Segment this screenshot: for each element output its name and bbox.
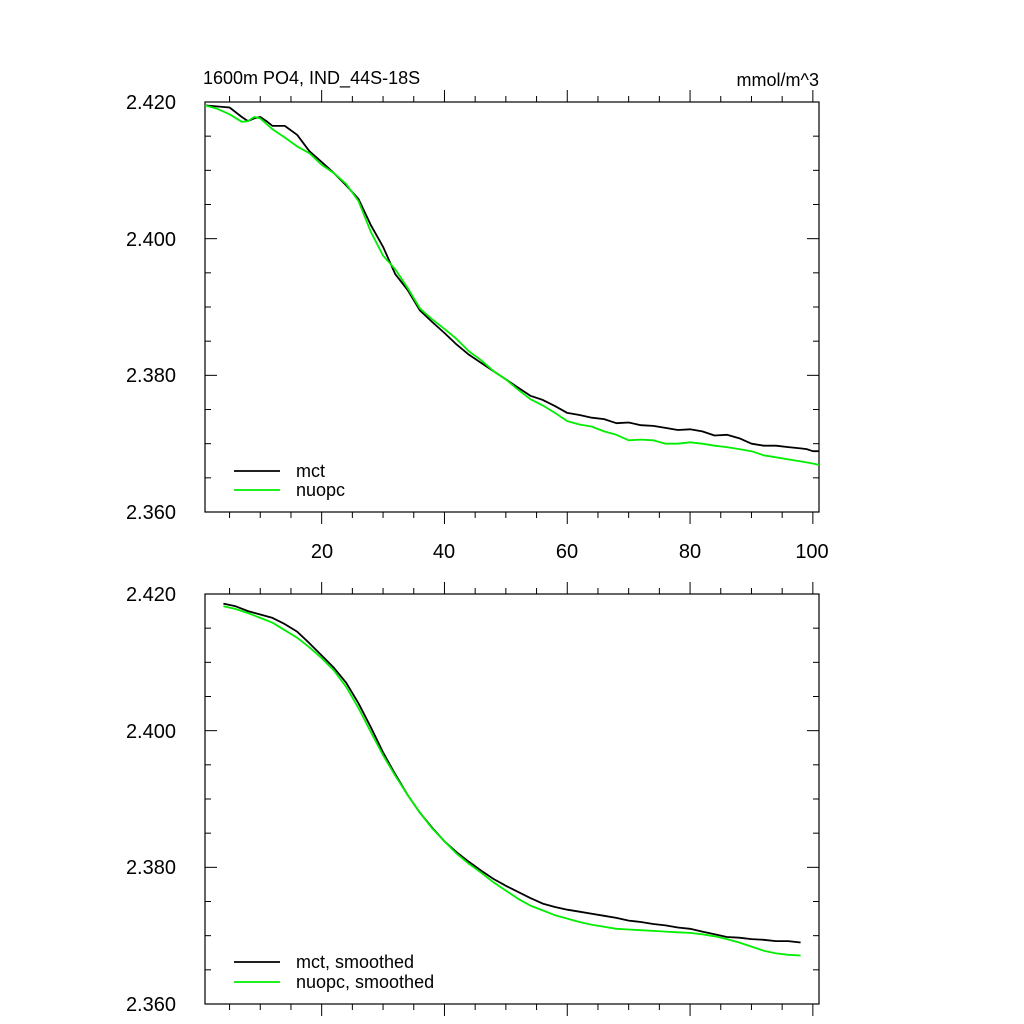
- x-tick-label: 80: [679, 541, 701, 563]
- legend-label: nuopc, smoothed: [296, 972, 434, 992]
- series-line-nuopc-smoothed: [223, 605, 801, 957]
- y-tick-label: 2.400: [126, 229, 176, 251]
- series-lines: [223, 602, 801, 957]
- y-tick-label: 2.400: [126, 721, 176, 743]
- chart-panel-top: 1600m PO4, IND_44S-18S mmol/m^3 2.420 2.…: [126, 68, 829, 563]
- x-tick-label: 60: [556, 541, 578, 563]
- axis-ticks: [205, 582, 819, 1016]
- legend-label: mct, smoothed: [296, 952, 414, 972]
- chart-panel-bottom: 2.420 2.400 2.380 2.360 mct, smoothed nu…: [126, 582, 820, 1016]
- x-tick-label: 100: [795, 541, 828, 563]
- x-tick-label: 40: [433, 541, 455, 563]
- y-tick-label: 2.360: [126, 994, 176, 1016]
- series-line-nuopc: [204, 104, 820, 466]
- legend-label: mct: [296, 461, 325, 481]
- chart-units: mmol/m^3: [737, 70, 819, 90]
- legend: mct nuopc: [234, 461, 345, 500]
- y-tick-label: 2.360: [126, 502, 176, 524]
- legend-label: nuopc: [296, 480, 345, 500]
- y-tick-label: 2.420: [126, 92, 176, 114]
- series-line-mct: [204, 104, 819, 453]
- legend: mct, smoothed nuopc, smoothed: [234, 952, 434, 992]
- plot-frame: [204, 593, 820, 1005]
- series-line-mct-smoothed: [223, 602, 801, 944]
- axis-ticks: [205, 90, 819, 524]
- x-tick-label: 20: [311, 541, 333, 563]
- y-tick-label: 2.420: [126, 584, 176, 606]
- chart-title: 1600m PO4, IND_44S-18S: [203, 68, 420, 89]
- y-tick-label: 2.380: [126, 365, 176, 387]
- y-tick-label: 2.380: [126, 857, 176, 879]
- plot-frame: [204, 101, 820, 513]
- series-lines: [204, 104, 820, 466]
